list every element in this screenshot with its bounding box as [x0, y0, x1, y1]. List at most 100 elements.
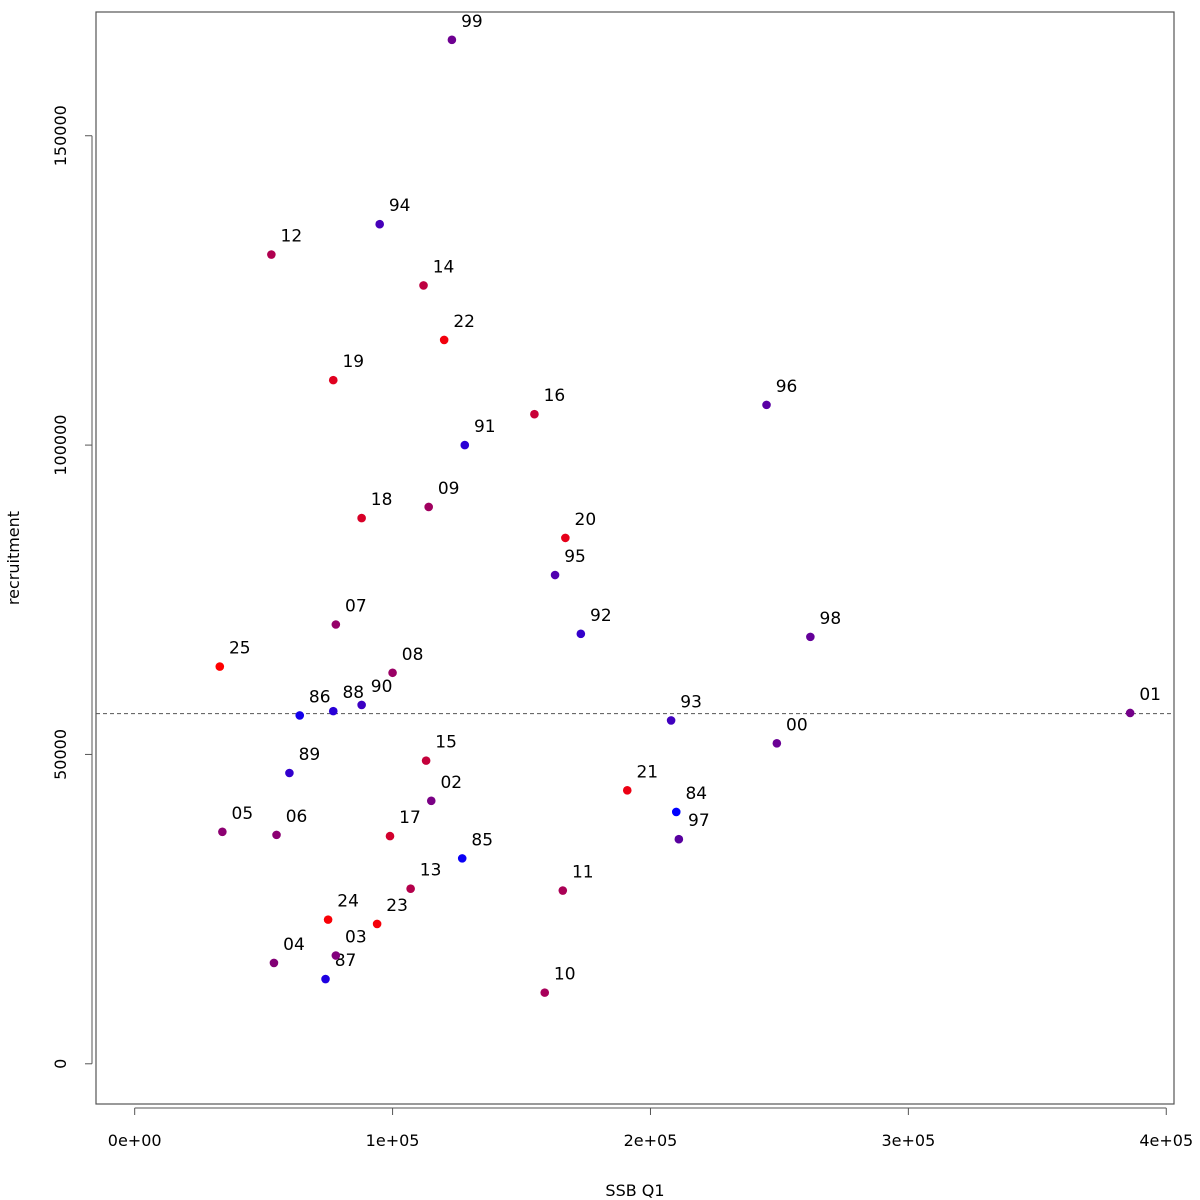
y-axis-title: recruitment	[4, 511, 23, 605]
point-label-06: 06	[286, 807, 308, 827]
y-tick-label: 100000	[51, 415, 70, 476]
point-19	[328, 375, 338, 385]
point-85	[457, 854, 467, 863]
point-label-90: 90	[371, 677, 393, 697]
x-tick-label: 2e+05	[624, 1131, 678, 1150]
point-label-22: 22	[453, 312, 475, 332]
point-label-19: 19	[342, 352, 364, 372]
point-00	[772, 738, 782, 748]
point-label-89: 89	[299, 745, 321, 765]
point-label-88: 88	[342, 683, 364, 703]
y-axis: 0 50000 100000 150000	[51, 105, 93, 1069]
point-label-84: 84	[685, 784, 707, 804]
point-08	[388, 668, 397, 678]
x-tick-label: 0e+00	[108, 1131, 162, 1150]
point-label-92: 92	[590, 606, 612, 626]
point-23	[372, 919, 382, 929]
point-label-16: 16	[544, 386, 566, 406]
point-96	[762, 400, 771, 410]
point-label-93: 93	[680, 692, 702, 712]
x-axis-title: SSB Q1	[605, 1181, 664, 1200]
x-tick-label: 1e+05	[366, 1131, 420, 1150]
y-tick-label: 50000	[51, 729, 70, 780]
point-label-23: 23	[386, 896, 408, 916]
point-07	[331, 620, 341, 629]
point-03	[331, 951, 341, 960]
point-91	[460, 440, 470, 450]
point-86	[295, 711, 305, 720]
point-01	[1125, 708, 1135, 718]
point-label-03: 03	[345, 928, 367, 948]
point-label-15: 15	[435, 733, 457, 753]
point-label-17: 17	[399, 808, 421, 828]
point-label-01: 01	[1139, 685, 1161, 705]
point-label-98: 98	[820, 609, 842, 629]
point-label-13: 13	[420, 861, 442, 881]
point-21	[622, 786, 632, 795]
point-label-04: 04	[283, 935, 305, 955]
point-88	[328, 706, 338, 716]
data-points: 84 85 86 87 88 89 90 91 92 93 94 95 96 97 98 99 00 01 02 03…	[215, 12, 1161, 997]
point-label-18: 18	[371, 490, 393, 510]
point-95	[550, 570, 560, 580]
point-label-99: 99	[461, 12, 483, 32]
point-label-09: 09	[438, 479, 460, 499]
point-17	[385, 831, 395, 841]
point-24	[323, 915, 333, 924]
y-tick-label: 0	[51, 1059, 70, 1069]
point-label-86: 86	[309, 687, 331, 707]
point-02	[426, 796, 436, 806]
point-label-21: 21	[636, 762, 658, 782]
point-label-05: 05	[232, 804, 254, 824]
point-label-08: 08	[402, 645, 424, 665]
point-94	[375, 219, 384, 229]
point-label-94: 94	[389, 196, 411, 216]
point-04	[269, 958, 279, 968]
point-89	[285, 768, 294, 778]
point-label-10: 10	[554, 965, 576, 985]
point-15	[421, 756, 431, 765]
point-05	[218, 827, 227, 837]
point-label-95: 95	[564, 547, 586, 567]
point-93	[666, 716, 676, 725]
x-tick-label: 4e+05	[1139, 1131, 1193, 1150]
point-label-12: 12	[281, 227, 303, 247]
point-20	[561, 533, 570, 543]
point-label-11: 11	[572, 863, 594, 883]
point-label-07: 07	[345, 597, 367, 617]
point-11	[558, 886, 568, 895]
point-label-91: 91	[474, 417, 496, 437]
point-18	[357, 513, 366, 523]
point-14	[419, 281, 428, 290]
point-25	[215, 662, 225, 671]
point-87	[321, 974, 330, 984]
point-label-96: 96	[776, 377, 798, 397]
point-06	[272, 830, 281, 840]
point-84	[671, 807, 681, 817]
point-label-20: 20	[575, 510, 597, 530]
x-axis: 0e+00 1e+05 2e+05 3e+05 4e+05	[108, 1107, 1193, 1150]
point-09	[424, 502, 433, 512]
x-tick-label: 3e+05	[881, 1131, 935, 1150]
point-12	[267, 250, 276, 259]
point-99	[447, 35, 457, 45]
point-13	[406, 884, 415, 893]
plot-frame	[95, 11, 1175, 1105]
point-92	[576, 629, 586, 639]
point-label-02: 02	[440, 773, 462, 793]
y-tick-label: 150000	[51, 105, 70, 166]
point-label-85: 85	[471, 830, 493, 850]
point-label-25: 25	[229, 639, 251, 659]
point-98	[806, 632, 815, 642]
point-16	[530, 409, 539, 419]
point-97	[674, 834, 684, 844]
point-label-24: 24	[337, 892, 359, 912]
point-label-97: 97	[688, 811, 710, 831]
point-10	[540, 988, 550, 997]
point-label-14: 14	[433, 257, 455, 277]
point-22	[439, 335, 449, 345]
point-label-00: 00	[786, 715, 808, 735]
point-90	[357, 700, 366, 710]
